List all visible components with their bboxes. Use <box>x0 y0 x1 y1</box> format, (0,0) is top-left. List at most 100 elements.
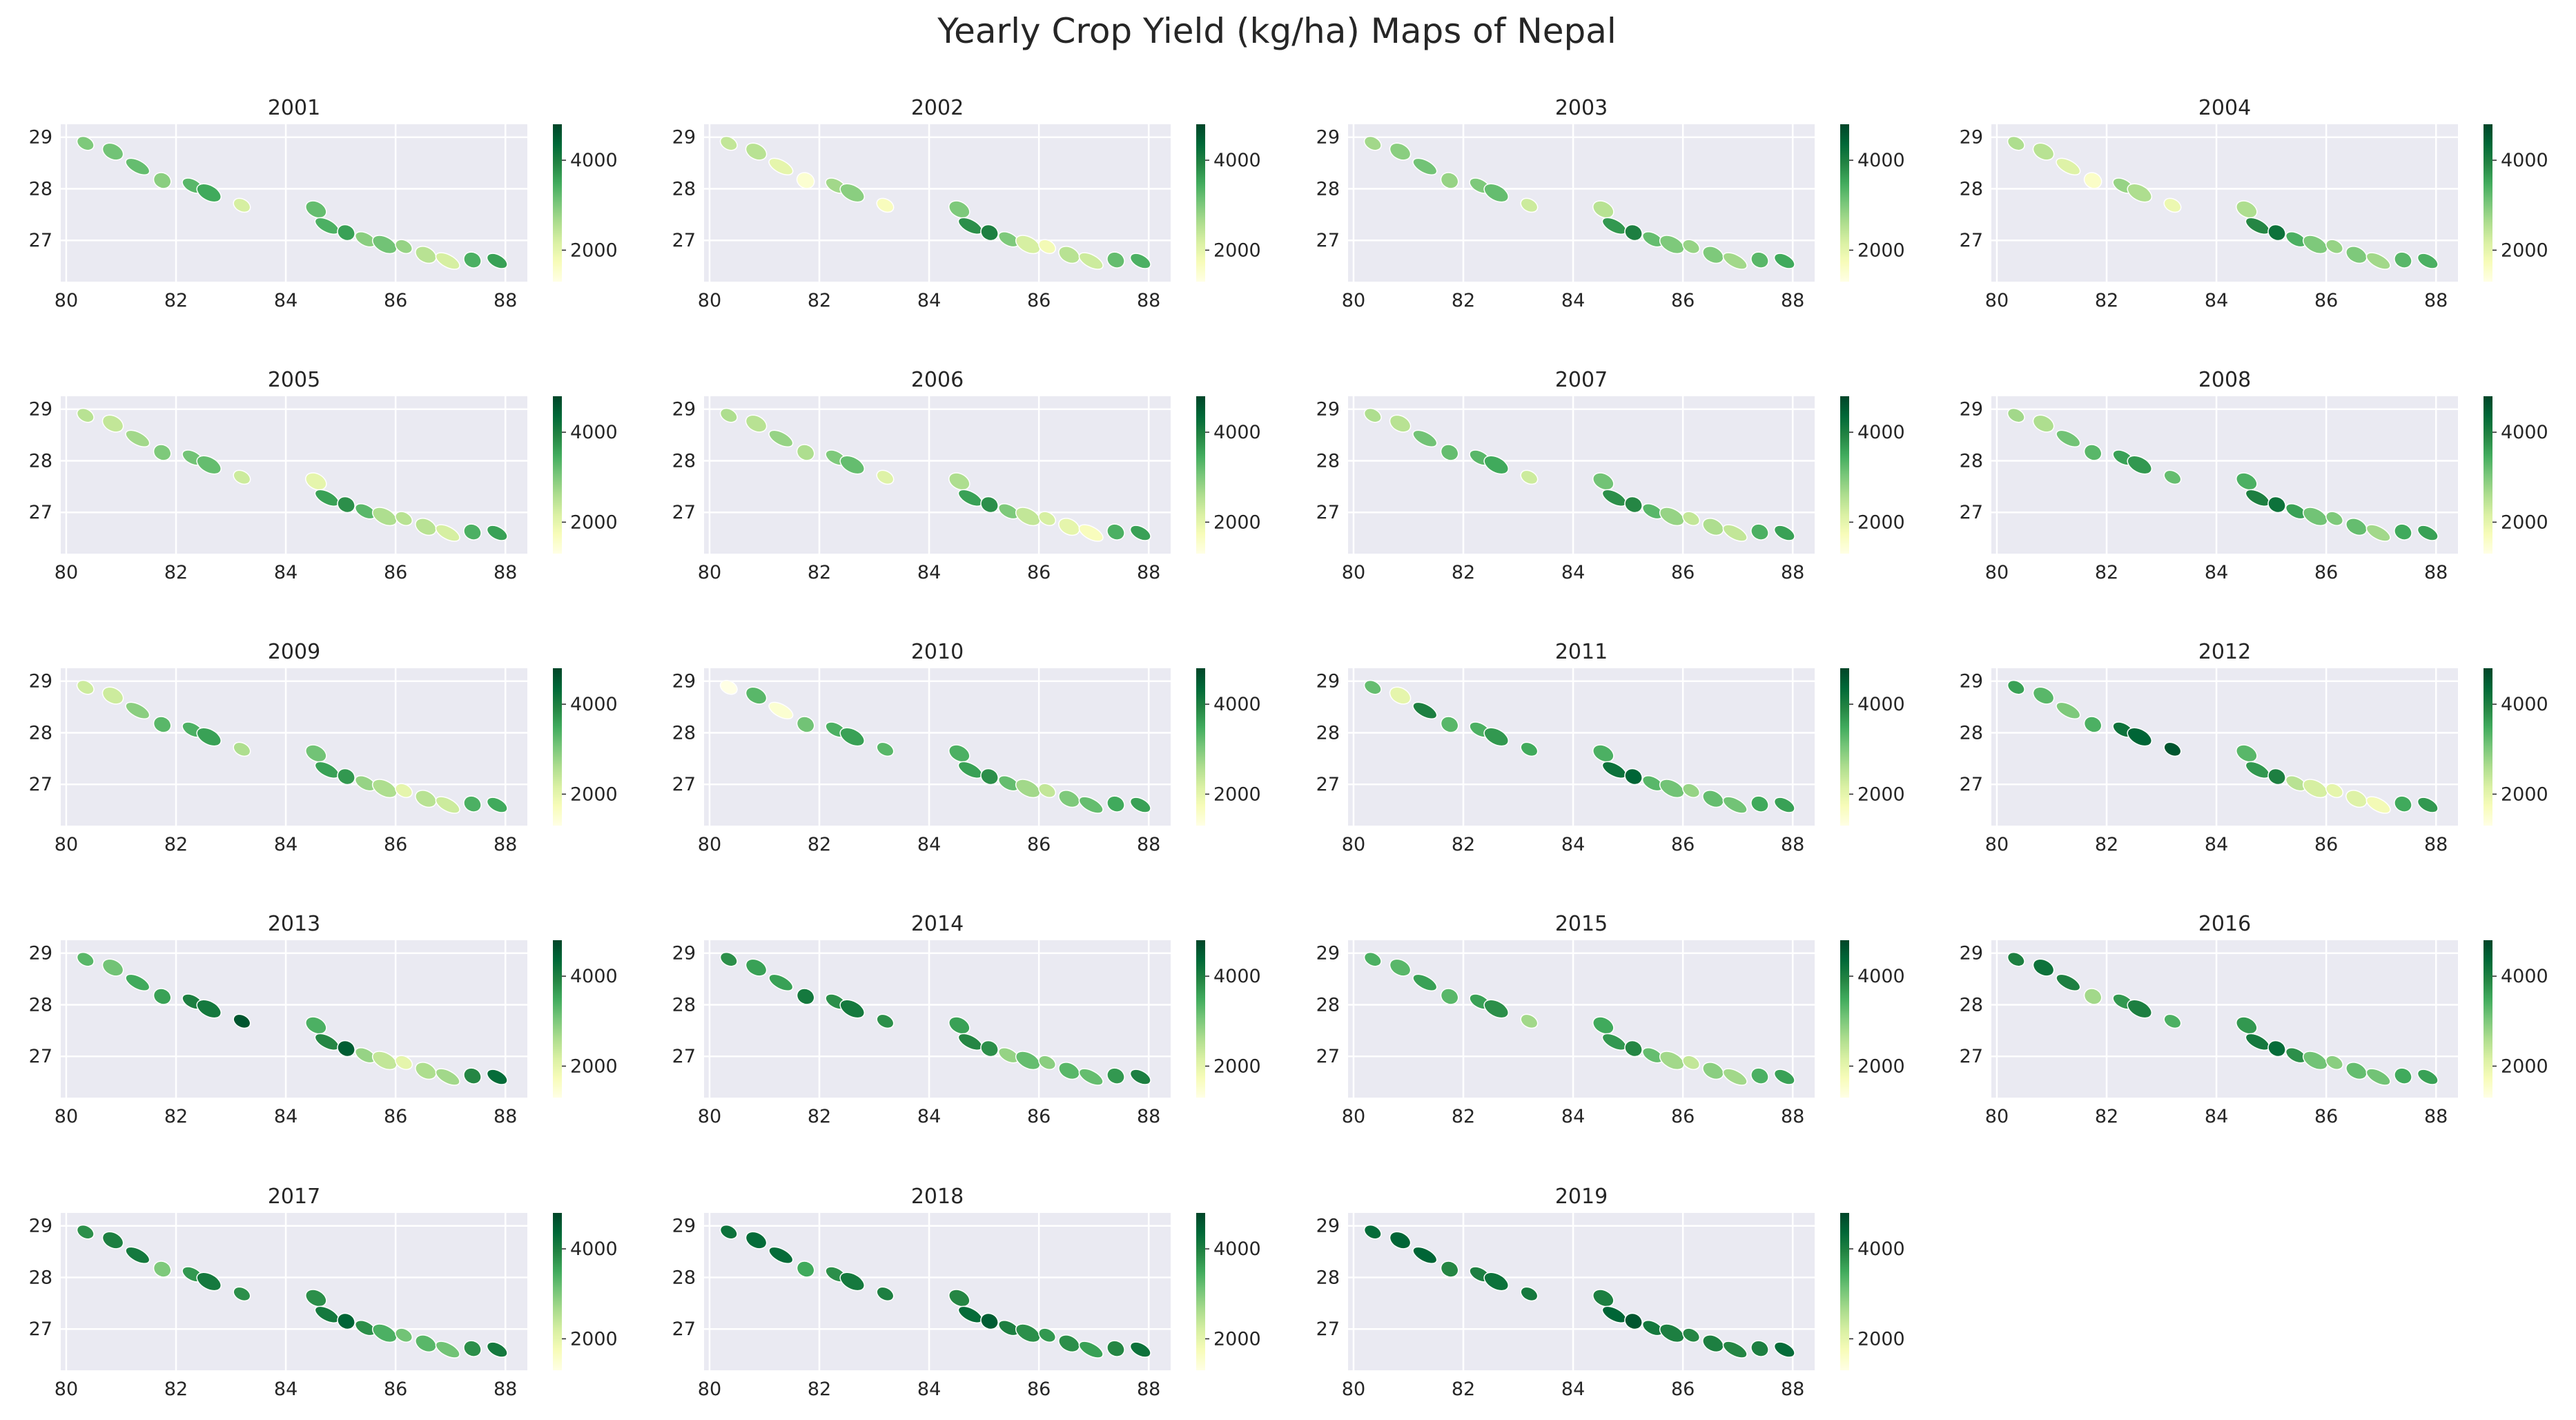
y-tick-label: 28 <box>1316 994 1340 1015</box>
district-region <box>76 1224 95 1240</box>
colorbar-tick-label: 4000 <box>570 966 618 987</box>
colorbar-tick-label: 4000 <box>1213 422 1261 443</box>
district-region <box>486 1069 508 1085</box>
map-panel-2005: 2005 80 82 84 86 88 29 28 27 2000 4000 <box>29 368 618 583</box>
district-region <box>1750 523 1769 541</box>
map-panel-2017: 2017 80 82 84 86 88 29 28 27 2000 4000 <box>29 1185 618 1400</box>
district-region <box>1078 1068 1104 1086</box>
y-tick-label: 29 <box>672 1216 696 1237</box>
map-panel-2012: 2012 80 82 84 86 88 29 28 27 2000 4000 <box>1960 640 2548 855</box>
panel-title: 2006 <box>911 368 964 392</box>
axes-background <box>1348 940 1815 1098</box>
district-region <box>2345 790 2368 808</box>
panel-title: 2013 <box>268 912 320 936</box>
map-panel-2007: 2007 80 82 84 86 88 29 28 27 2000 4000 <box>1316 368 1905 583</box>
district-region <box>1038 511 1057 526</box>
district-region <box>395 1327 413 1343</box>
district-region <box>980 224 999 242</box>
map-panel-2014: 2014 80 82 84 86 88 29 28 27 2000 4000 <box>672 912 1261 1127</box>
x-tick-label: 88 <box>2424 834 2448 855</box>
district-region <box>1058 518 1080 536</box>
district-region <box>719 407 738 423</box>
district-region <box>2007 407 2025 423</box>
district-region <box>337 224 355 242</box>
district-region <box>1773 1069 1795 1085</box>
x-tick-label: 88 <box>1137 1379 1160 1400</box>
district-region <box>1058 246 1080 264</box>
district-region <box>2056 157 2081 175</box>
district-region <box>196 999 222 1019</box>
district-region <box>337 496 355 514</box>
district-region <box>1129 253 1151 269</box>
district-region <box>876 197 895 213</box>
district-region <box>486 525 508 541</box>
district-region <box>435 524 460 542</box>
x-tick-label: 80 <box>55 562 78 583</box>
x-tick-label: 82 <box>808 834 831 855</box>
x-tick-label: 84 <box>1561 562 1585 583</box>
district-region <box>796 716 815 733</box>
colorbar-tick-label: 2000 <box>570 784 618 805</box>
x-tick-label: 80 <box>1985 290 2009 311</box>
x-tick-label: 80 <box>55 290 78 311</box>
district-region <box>1773 253 1795 269</box>
figure-title: Yearly Crop Yield (kg/ha) Maps of Nepal <box>937 11 1617 51</box>
y-tick-label: 27 <box>672 502 696 523</box>
y-tick-label: 28 <box>1316 178 1340 200</box>
y-tick-label: 29 <box>1960 399 1983 420</box>
x-tick-label: 82 <box>808 1106 831 1127</box>
district-region <box>125 1246 150 1264</box>
colorbar-tick-label: 4000 <box>1857 150 1905 171</box>
district-region <box>2007 135 2025 151</box>
y-tick-label: 29 <box>1316 399 1340 420</box>
map-panel-2010: 2010 80 82 84 86 88 29 28 27 2000 4000 <box>672 640 1261 855</box>
district-region <box>839 727 866 747</box>
colorbar <box>553 396 562 554</box>
panels-grid: 2001 80 82 84 86 88 29 28 27 2000 4000 2002 80 82 84 86… <box>29 96 2548 1400</box>
district-region <box>768 1246 794 1264</box>
district-region <box>1750 1340 1769 1357</box>
district-region <box>2302 779 2328 799</box>
colorbar <box>553 668 562 826</box>
district-region <box>76 679 95 695</box>
district-region <box>415 1062 437 1080</box>
district-region <box>1389 142 1412 161</box>
colorbar <box>2484 396 2492 554</box>
x-tick-label: 88 <box>1781 562 1804 583</box>
colorbar-tick-label: 4000 <box>2501 966 2548 987</box>
panel-title: 2007 <box>1555 368 1608 392</box>
district-region <box>1750 251 1769 269</box>
colorbar-tick-label: 2000 <box>2501 784 2548 805</box>
colorbar-tick-label: 2000 <box>1213 512 1261 533</box>
x-tick-label: 86 <box>1027 562 1051 583</box>
district-region <box>1624 496 1643 514</box>
colorbar-tick-label: 4000 <box>1857 966 1905 987</box>
district-region <box>2127 455 2153 475</box>
district-region <box>1363 1224 1382 1240</box>
district-region <box>125 701 150 719</box>
colorbar-tick-label: 2000 <box>2501 512 2548 533</box>
panel-title: 2014 <box>911 912 964 936</box>
district-region <box>1750 1067 1769 1085</box>
panel-title: 2008 <box>2198 368 2251 392</box>
map-panel-2015: 2015 80 82 84 86 88 29 28 27 2000 4000 <box>1316 912 1905 1127</box>
x-tick-label: 86 <box>1671 562 1695 583</box>
x-tick-label: 80 <box>1342 1379 1365 1400</box>
district-region <box>2302 1051 2328 1071</box>
district-region <box>1058 790 1080 808</box>
district-region <box>719 1224 738 1240</box>
district-region <box>1682 783 1701 798</box>
district-region <box>2032 414 2055 433</box>
district-region <box>1592 472 1614 491</box>
x-tick-label: 82 <box>2095 290 2118 311</box>
map-panel-2004: 2004 80 82 84 86 88 29 28 27 2000 4000 <box>1960 96 2548 311</box>
district-region <box>125 973 150 991</box>
district-region <box>2365 252 2391 270</box>
district-region <box>876 469 895 485</box>
district-region <box>1129 1069 1151 1085</box>
district-region <box>2163 741 2182 757</box>
district-region <box>435 796 460 814</box>
district-region <box>101 414 124 433</box>
x-tick-label: 84 <box>2205 290 2228 311</box>
district-region <box>101 1231 124 1249</box>
